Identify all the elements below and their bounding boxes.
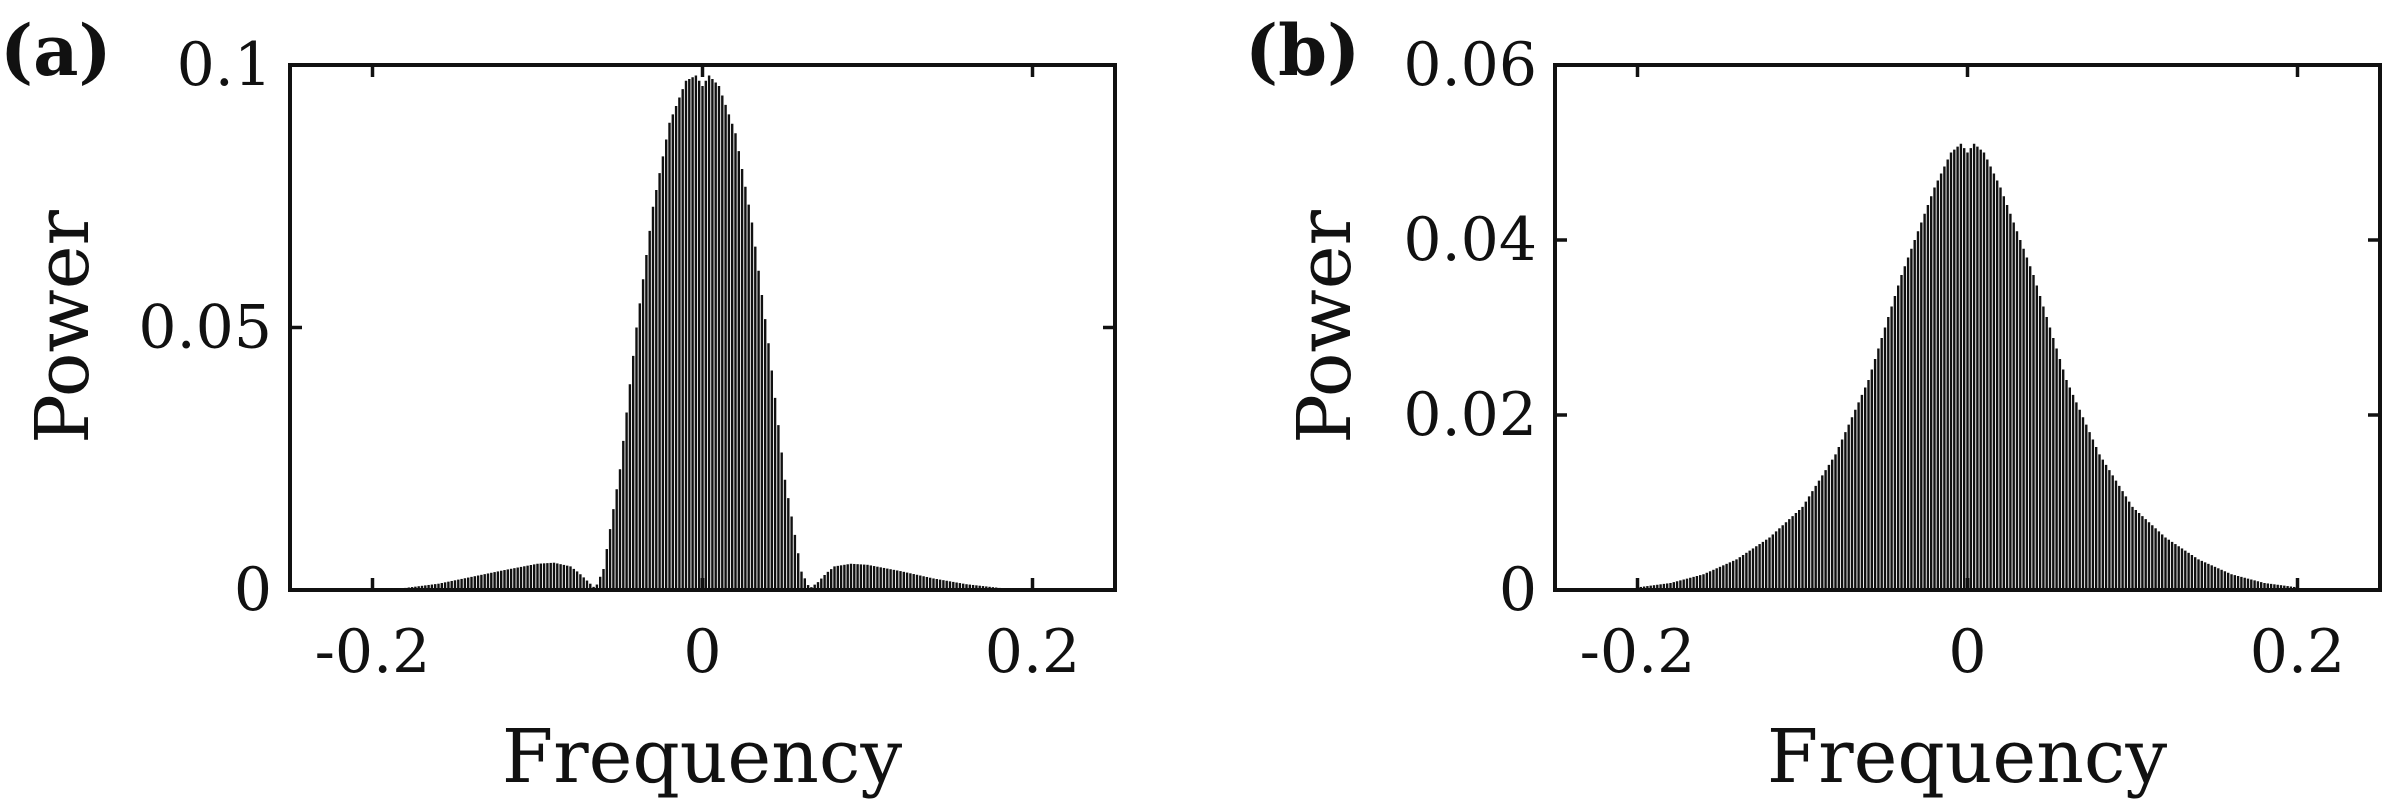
y-tick-label: 0.04 xyxy=(1403,205,1537,275)
y-tick-label: 0.05 xyxy=(138,293,272,363)
y-tick-label: 0 xyxy=(234,555,272,625)
panel-a: (a) 0 0.05 0.1 -0.2 0 0.2 Power Frequency xyxy=(0,9,1117,800)
panel-b: (b) 0 0.02 0.04 0.06 -0.2 0 0.2 Power Frequen… xyxy=(1245,9,2382,800)
x-tick-labels: -0.2 0 0.2 xyxy=(315,617,1081,687)
tick-marks xyxy=(1555,63,2380,592)
x-tick-label: -0.2 xyxy=(1580,617,1696,687)
y-tick-label: 0.1 xyxy=(177,30,272,100)
y-tick-labels: 0 0.02 0.04 0.06 xyxy=(1403,30,1537,625)
x-tick-labels: -0.2 0 0.2 xyxy=(1580,617,2346,687)
tick-marks xyxy=(290,63,1115,592)
x-tick-label: 0 xyxy=(1948,617,1986,687)
y-tick-labels: 0 0.05 0.1 xyxy=(138,30,272,625)
panel-label: (b) xyxy=(1245,9,1360,92)
y-axis-title: Power xyxy=(20,209,106,443)
power-spectrum-stems xyxy=(371,75,1034,590)
x-tick-label: 0 xyxy=(683,617,721,687)
panel-label: (a) xyxy=(0,9,112,92)
power-spectrum-stems xyxy=(1636,143,2299,590)
x-tick-label: 0.2 xyxy=(2250,617,2345,687)
x-tick-label: -0.2 xyxy=(315,617,431,687)
y-tick-label: 0.06 xyxy=(1403,30,1537,100)
x-axis-title: Frequency xyxy=(1767,714,2167,800)
x-axis-title: Frequency xyxy=(502,714,902,800)
y-tick-label: 0 xyxy=(1499,555,1537,625)
y-tick-label: 0.02 xyxy=(1403,380,1537,450)
x-tick-label: 0.2 xyxy=(985,617,1080,687)
y-axis-title: Power xyxy=(1282,209,1368,443)
